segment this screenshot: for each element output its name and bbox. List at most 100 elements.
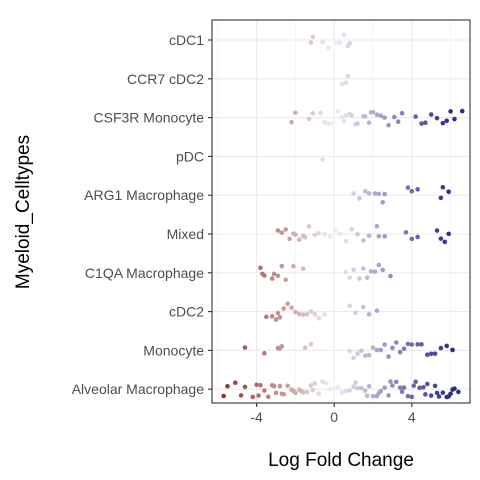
- data-point: [333, 228, 339, 233]
- data-point: [343, 269, 349, 275]
- data-point: [438, 195, 444, 201]
- data-point: [343, 238, 349, 244]
- data-point: [417, 385, 422, 391]
- data-point: [351, 267, 356, 273]
- data-point: [370, 393, 376, 399]
- data-point: [232, 380, 238, 386]
- x-tick-label: -4: [250, 409, 263, 425]
- data-point: [370, 345, 376, 350]
- data-point: [423, 120, 428, 126]
- data-point: [293, 309, 298, 315]
- data-point: [355, 121, 360, 126]
- data-point: [409, 394, 415, 400]
- data-point: [374, 347, 380, 353]
- data-point: [362, 353, 368, 358]
- data-point: [333, 40, 339, 46]
- data-point: [331, 386, 337, 391]
- data-point: [343, 388, 349, 394]
- data-point: [421, 384, 426, 390]
- data-point: [308, 309, 314, 314]
- y-tick-label: cDC1: [169, 32, 204, 48]
- data-point: [444, 343, 450, 349]
- data-point: [434, 390, 440, 396]
- data-point: [283, 227, 289, 232]
- data-point: [347, 41, 353, 46]
- data-point: [316, 315, 321, 321]
- data-point: [353, 380, 358, 385]
- data-point: [275, 273, 281, 279]
- data-point: [372, 269, 378, 274]
- data-point: [279, 263, 285, 269]
- data-point: [279, 344, 285, 349]
- y-tick-label: CCR7 cDC2: [127, 71, 204, 87]
- data-point: [382, 115, 387, 120]
- data-point: [382, 342, 387, 347]
- data-point: [456, 389, 461, 395]
- data-point: [302, 345, 308, 350]
- data-point: [446, 189, 451, 195]
- data-point: [361, 238, 366, 243]
- data-point: [366, 312, 372, 317]
- y-axis-title: Myeloid_Celltypes: [13, 135, 34, 289]
- data-point: [254, 382, 259, 388]
- data-point: [405, 185, 411, 190]
- data-point: [357, 196, 362, 201]
- data-point: [337, 40, 343, 46]
- data-point: [409, 342, 415, 347]
- data-point: [310, 387, 316, 393]
- x-axis-title: Log Fold Change: [268, 450, 414, 471]
- data-point: [395, 119, 401, 124]
- data-point: [250, 394, 256, 400]
- data-point: [349, 226, 354, 232]
- data-point: [347, 275, 353, 280]
- data-point: [306, 116, 312, 122]
- data-point: [364, 275, 370, 280]
- data-point: [351, 191, 356, 196]
- data-point: [298, 388, 304, 394]
- data-point: [438, 345, 444, 351]
- data-point: [296, 237, 302, 242]
- data-point: [329, 120, 335, 126]
- data-point: [380, 200, 386, 205]
- data-point: [316, 391, 321, 396]
- data-point: [440, 390, 446, 395]
- data-point: [326, 121, 331, 126]
- data-point: [262, 273, 267, 278]
- data-point: [428, 351, 434, 357]
- y-tick-label: Alveolar Macrophage: [72, 381, 205, 397]
- data-point: [434, 115, 440, 121]
- y-tick-label: ARG1 Macrophage: [84, 187, 204, 203]
- data-point: [308, 40, 314, 45]
- data-point: [374, 223, 380, 229]
- data-point: [376, 390, 382, 396]
- data-point: [312, 232, 318, 238]
- data-point: [262, 388, 267, 393]
- data-point: [378, 113, 384, 118]
- data-point: [366, 191, 372, 196]
- data-point: [393, 340, 399, 345]
- data-point: [399, 389, 405, 394]
- data-point: [380, 267, 386, 273]
- y-tick-label: pDC: [176, 148, 204, 164]
- data-point: [324, 380, 329, 386]
- data-point: [397, 349, 403, 355]
- data-point: [262, 351, 267, 356]
- data-point: [405, 393, 411, 399]
- data-point: [277, 383, 283, 389]
- data-point: [258, 265, 263, 271]
- data-point: [440, 120, 446, 126]
- data-point: [304, 312, 310, 317]
- data-point: [362, 114, 368, 119]
- data-point: [310, 111, 316, 116]
- data-point: [401, 385, 407, 390]
- data-point: [386, 393, 391, 398]
- y-axis: cDC1 CCR7 cDC2 CSF3R Monocyte pDC ARG1 Macro…: [72, 32, 212, 397]
- data-point: [390, 383, 395, 388]
- data-point: [225, 383, 230, 389]
- data-point: [368, 269, 374, 274]
- data-point: [361, 304, 366, 310]
- data-point: [351, 355, 356, 361]
- data-point: [256, 393, 261, 398]
- data-point: [428, 112, 434, 117]
- data-point: [355, 232, 360, 237]
